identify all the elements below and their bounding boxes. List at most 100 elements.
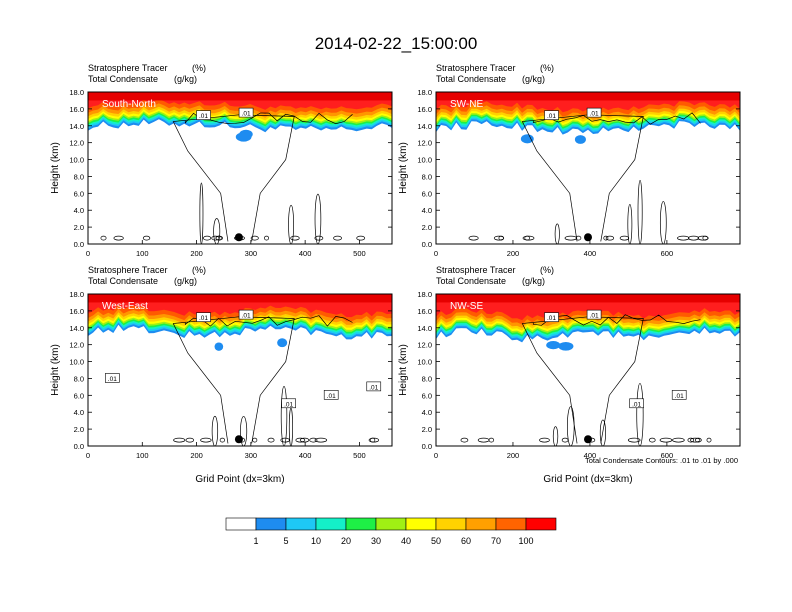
- contour-label: .01: [547, 315, 556, 322]
- y-tick-label: 0.0: [74, 442, 84, 451]
- x-tick-label: 200: [190, 451, 203, 460]
- contour-blob: [564, 235, 578, 241]
- y-tick-label: 10.0: [69, 156, 84, 165]
- tracer-field: .01 .01: [436, 92, 740, 244]
- tracer-cap: [436, 92, 740, 101]
- contour-column: [213, 218, 221, 244]
- contour-label-box: [586, 107, 602, 118]
- y-tick-label: 2.0: [422, 223, 432, 232]
- contour-blob: [173, 437, 186, 443]
- tracer-blob: [574, 135, 586, 144]
- y-tick-label: 18.0: [417, 290, 432, 299]
- contour-column: [552, 426, 559, 446]
- contour-blob: [203, 235, 212, 241]
- contour-blob: [185, 437, 195, 443]
- panel-title-tracer-units: (%): [540, 265, 554, 275]
- contour-label: .01: [327, 393, 336, 400]
- panel-frame: [435, 293, 741, 447]
- panel-title-tracer-units: (%): [192, 63, 206, 73]
- y-tick-label: 12.0: [69, 139, 84, 148]
- y-tick-label: 8.0: [422, 172, 432, 181]
- colorbar-swatch: [525, 517, 557, 531]
- colorbar-swatch: [255, 517, 287, 531]
- contour-blob: [333, 235, 342, 241]
- contour-label: .01: [675, 393, 684, 400]
- y-axis-label: Height (km): [398, 142, 409, 194]
- y-tick-label: 14.0: [69, 122, 84, 131]
- panel-frame: [435, 91, 741, 245]
- colorbar-tick-label: 40: [401, 536, 411, 546]
- panel-sw-ne: .01 .01 SW-NE 0.0 2.0 4.0 6.0 8.0 10.0 12.0 14.0 16…: [398, 63, 741, 258]
- contour-top: [532, 112, 701, 125]
- y-tick-label: 8.0: [422, 374, 432, 383]
- contour-blob: [267, 437, 275, 443]
- y-tick-label: 8.0: [74, 172, 84, 181]
- panel-title-condensate: Total Condensate: [88, 276, 158, 286]
- colorbar-swatch: [345, 517, 377, 531]
- y-tick-label: 18.0: [69, 290, 84, 299]
- location-dot: [584, 435, 592, 444]
- y-tick-label: 12.0: [417, 341, 432, 350]
- tracer-cap: [88, 92, 392, 101]
- panel-label: South-North: [102, 99, 156, 110]
- condensate-contours: [468, 112, 709, 244]
- x-tick-label: 400: [299, 249, 312, 258]
- panel-title-tracer: Stratosphere Tracer: [88, 63, 168, 73]
- y-tick-label: 2.0: [74, 223, 84, 232]
- tracer-field: .01 .01 .01 .01: [436, 294, 740, 446]
- colorbar-tick-label: 10: [311, 536, 321, 546]
- y-tick-label: 12.0: [417, 139, 432, 148]
- y-tick-label: 10.0: [417, 156, 432, 165]
- contour-column: [566, 406, 575, 446]
- y-tick-label: 14.0: [417, 122, 432, 131]
- y-tick-label: 0.0: [422, 442, 432, 451]
- y-tick-label: 4.0: [74, 206, 84, 215]
- y-tick-label: 2.0: [74, 425, 84, 434]
- x-tick-label: 200: [190, 249, 203, 258]
- contour-blob: [280, 437, 290, 443]
- y-tick-label: 16.0: [69, 307, 84, 316]
- colorbar-tick-label: 100: [518, 536, 533, 546]
- contour-label: .01: [242, 111, 251, 118]
- contour-blob: [561, 437, 569, 443]
- contour-line: [521, 114, 644, 242]
- y-tick-label: 6.0: [422, 189, 432, 198]
- contour-blob: [252, 437, 258, 443]
- contour-top: [184, 315, 353, 327]
- contour-blob: [314, 437, 328, 443]
- panel-title-tracer-units: (%): [540, 63, 554, 73]
- contour-label-box: [586, 309, 602, 320]
- y-tick-label: 18.0: [417, 88, 432, 97]
- contour-column: [637, 180, 643, 244]
- panel-title-tracer: Stratosphere Tracer: [436, 265, 516, 275]
- contour-blob: [706, 437, 712, 443]
- contour-label: .01: [284, 401, 293, 408]
- contour-label-box: [281, 398, 296, 409]
- x-axis-label: Grid Point (dx=3km): [543, 474, 632, 485]
- contour-blob: [697, 235, 709, 241]
- contour-column: [554, 223, 560, 244]
- tracer-blob: [235, 132, 252, 142]
- contour-blob: [100, 235, 107, 241]
- y-tick-label: 10.0: [69, 358, 84, 367]
- colorbar-swatch: [495, 517, 527, 531]
- contour-blob: [539, 437, 550, 443]
- condensate-contours: [460, 314, 712, 446]
- contour-column: [199, 182, 204, 244]
- contour-blob: [295, 437, 306, 443]
- colorbar-tick-label: 70: [491, 536, 501, 546]
- x-tick-label: 300: [245, 249, 258, 258]
- panel-west-east: .01 .01 .01 .01 .01 .01 West-East 0.0 2.0 4.0 6.0 8…: [50, 265, 393, 485]
- contour-blob: [603, 235, 609, 241]
- contour-blob: [211, 235, 220, 241]
- contour-blob: [524, 235, 530, 241]
- condensate-contours: [172, 315, 380, 446]
- y-axis-label: Height (km): [398, 344, 409, 396]
- panel-label: West-East: [102, 301, 148, 312]
- contour-blob: [468, 235, 479, 241]
- contour-blob: [219, 437, 225, 443]
- location-dot: [234, 233, 243, 242]
- contour-label: .01: [199, 315, 208, 322]
- contour-blob: [356, 235, 366, 241]
- condensate-contours: [100, 112, 366, 244]
